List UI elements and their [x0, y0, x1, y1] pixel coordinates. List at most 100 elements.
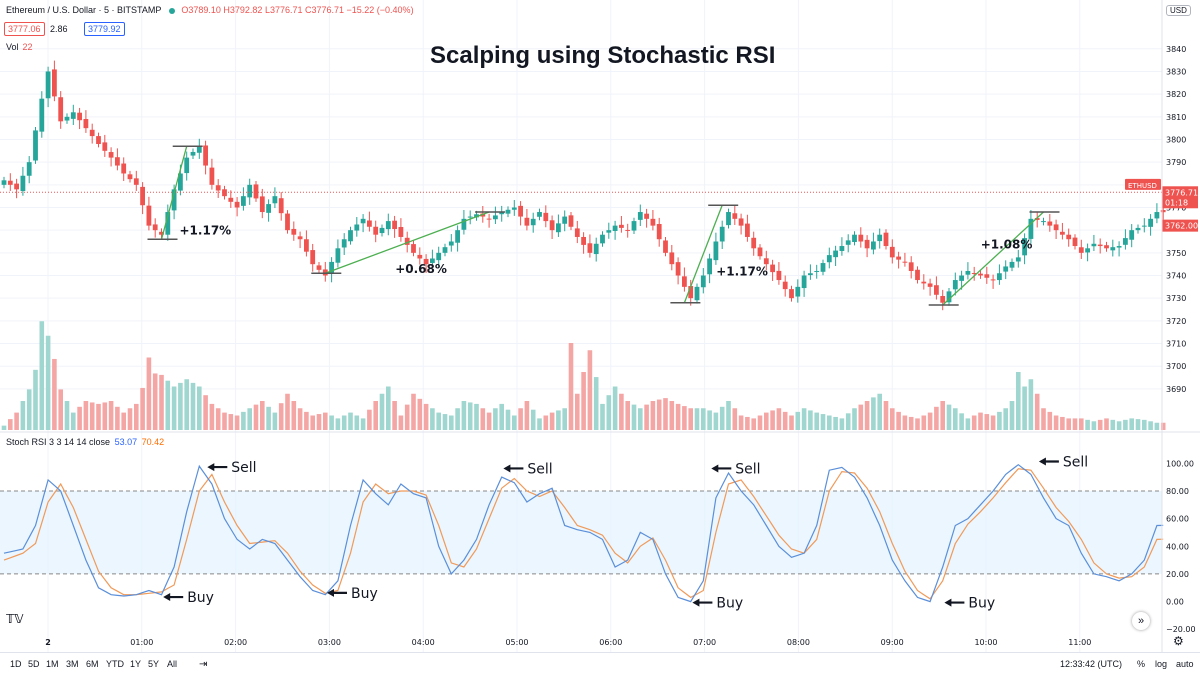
- volume-bars: [1, 321, 1166, 430]
- candle-body: [669, 252, 675, 265]
- symbol-title[interactable]: Ethereum / U.S. Dollar · 5 · BITSTAMP: [6, 5, 162, 15]
- volume-bar: [1003, 408, 1008, 430]
- timeframe-ytd[interactable]: YTD: [106, 659, 124, 669]
- volume-bar: [215, 408, 221, 430]
- candle-body: [64, 116, 70, 121]
- volume-bar: [852, 408, 857, 430]
- currency-button[interactable]: USD: [1166, 5, 1191, 16]
- timeframe-3m[interactable]: 3M: [66, 659, 79, 669]
- volume-bar: [140, 387, 145, 430]
- candle-body: [770, 264, 775, 273]
- volume-bar: [1110, 419, 1116, 430]
- stoch-tick-label: 0.00: [1166, 598, 1184, 607]
- volume-bar: [1034, 393, 1040, 430]
- candle-body: [348, 230, 353, 242]
- candle-body: [367, 220, 372, 227]
- indicator-label[interactable]: Stoch RSI 3 3 14 14 close: [6, 437, 111, 447]
- volume-bar: [83, 401, 89, 430]
- candle-body: [612, 225, 618, 231]
- bid-box[interactable]: 3777.06: [4, 22, 45, 36]
- volume-bar: [228, 414, 234, 430]
- volume-bar: [64, 401, 70, 430]
- auto-toggle[interactable]: auto: [1176, 659, 1194, 669]
- candle-body: [997, 273, 1002, 281]
- candle-body: [228, 197, 234, 202]
- candle-body: [1110, 247, 1116, 251]
- log-toggle[interactable]: log: [1155, 659, 1168, 669]
- stoch-axis: −20.00 0.00 20.00 40.00 60.00 80.00 100.00: [1166, 459, 1196, 634]
- candle-body: [1, 180, 7, 185]
- volume-bar: [524, 401, 530, 430]
- volume-bar: [121, 412, 126, 430]
- candle-body: [159, 231, 164, 235]
- signal-annotation: Sell: [503, 461, 553, 477]
- arrow-head: [503, 464, 511, 473]
- chart-canvas[interactable]: +1.17% +0.68% +1.17% +1.08% 3690 3700 3710 3720…: [0, 0, 1200, 652]
- trade-line: [325, 211, 490, 274]
- candle-body: [1141, 225, 1147, 227]
- candle-body: [7, 180, 13, 185]
- time-tick-label: 06:00: [599, 638, 622, 647]
- timeframe-6m[interactable]: 6M: [86, 659, 99, 669]
- candle-body: [33, 130, 38, 161]
- candle-body: [845, 240, 851, 245]
- volume-bar: [1104, 418, 1109, 430]
- candle-body: [127, 174, 133, 180]
- scroll-to-realtime-icon[interactable]: »: [1132, 612, 1150, 630]
- stoch-tick-label: 80.00: [1166, 487, 1189, 496]
- bid-tag: 3762.00: [1165, 222, 1198, 231]
- volume-bar: [96, 403, 101, 430]
- volume-bar: [304, 411, 309, 430]
- candle-body: [354, 224, 360, 231]
- candle-body: [883, 232, 889, 247]
- volume-bar: [26, 389, 32, 430]
- last-price-tag: 3776.71: [1165, 188, 1198, 197]
- volume-bar: [486, 412, 492, 430]
- candle-body: [178, 173, 183, 191]
- timeframe-5d[interactable]: 5D: [28, 659, 40, 669]
- volume-bar: [719, 406, 725, 430]
- volume-bar: [442, 414, 448, 430]
- candle-body: [789, 289, 794, 299]
- candle-body: [877, 234, 883, 242]
- calendar-icon[interactable]: ⇥: [199, 659, 208, 670]
- volume-bar: [959, 413, 964, 430]
- time-axis: 2 01:00 02:00 03:00 04:00 05:00 06:00 07:00 08:0…: [45, 638, 1091, 647]
- volume-bar: [58, 389, 63, 430]
- volume-bar: [971, 415, 977, 430]
- candle-body: [133, 178, 139, 185]
- candle-body: [253, 184, 259, 199]
- candle-body: [58, 97, 64, 122]
- stoch-tick-label: 40.00: [1166, 542, 1189, 551]
- candle-body: [272, 196, 278, 204]
- candle-body: [637, 212, 643, 220]
- timeframe-5y[interactable]: 5Y: [148, 659, 160, 669]
- timeframe-all[interactable]: All: [167, 659, 178, 669]
- percent-toggle[interactable]: %: [1137, 659, 1146, 669]
- candle-body: [1078, 247, 1084, 253]
- candle-body: [751, 237, 757, 249]
- candle-body: [467, 216, 473, 218]
- candle-body: [1041, 221, 1046, 223]
- candle-body: [278, 198, 284, 214]
- signal-label: Buy: [351, 586, 378, 602]
- candle-body: [77, 112, 82, 121]
- spread-value: 2.86: [50, 24, 68, 34]
- candle-body: [404, 237, 410, 245]
- volume-bar: [789, 415, 794, 430]
- timeframe-1m[interactable]: 1M: [46, 659, 59, 669]
- utc-clock[interactable]: 12:33:42 (UTC): [1060, 659, 1123, 669]
- candle-body: [889, 246, 895, 258]
- arrow-head: [327, 588, 334, 597]
- candle-body: [858, 234, 864, 242]
- ask-box[interactable]: 3779.92: [84, 22, 125, 36]
- volume-bar: [266, 406, 271, 430]
- stoch-tick-label: 20.00: [1166, 570, 1189, 579]
- candle-body: [152, 224, 158, 231]
- volume-bar: [934, 406, 939, 430]
- gear-icon[interactable]: ⚙: [1173, 634, 1184, 648]
- timeframe-1d[interactable]: 1D: [10, 659, 22, 669]
- timeframe-1y[interactable]: 1Y: [130, 659, 142, 669]
- candle-body: [165, 212, 171, 235]
- volume-bar: [782, 411, 788, 430]
